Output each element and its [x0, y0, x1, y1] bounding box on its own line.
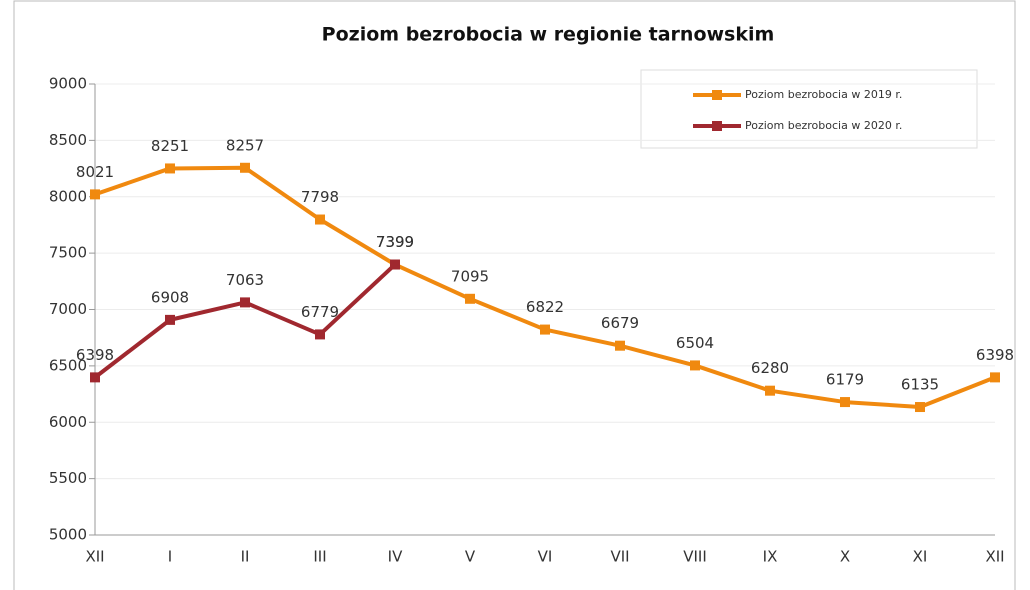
data-label: 6779	[301, 303, 339, 321]
data-label: 6908	[151, 288, 189, 306]
x-tick-label: XII	[85, 548, 104, 566]
point-marker	[840, 397, 850, 408]
chart-title: Poziom bezrobocia w regionie tarnowskim	[322, 24, 775, 46]
y-tick-label: 8500	[49, 131, 87, 149]
point-marker	[165, 314, 175, 325]
data-label: 6280	[751, 359, 789, 377]
y-tick-label: 9000	[49, 75, 87, 93]
legend-box	[640, 69, 978, 149]
x-tick-label: VII	[610, 548, 629, 566]
x-tick-label: XII	[985, 548, 1004, 566]
x-tick-label: I	[168, 548, 172, 566]
point-marker	[465, 293, 475, 304]
y-tick-label: 6000	[49, 413, 87, 431]
point-marker	[165, 163, 175, 174]
point-marker	[90, 372, 100, 383]
point-marker	[390, 259, 400, 270]
y-tick-label: 7000	[49, 300, 87, 318]
data-label: 7798	[301, 188, 339, 206]
point-marker	[240, 162, 250, 173]
data-label: 7063	[226, 271, 264, 289]
y-tick-label: 8000	[49, 187, 87, 205]
y-tick-label: 5000	[49, 526, 87, 544]
data-label: 7399	[376, 233, 414, 251]
data-label: 8251	[151, 137, 189, 155]
data-label: 6135	[901, 376, 939, 394]
legend-label: Poziom bezrobocia w 2019 r.	[745, 88, 902, 101]
point-marker	[765, 385, 775, 396]
point-marker	[90, 189, 100, 200]
data-label: 6822	[526, 298, 564, 316]
y-tick-label: 7500	[49, 244, 87, 262]
x-tick-label: VI	[538, 548, 553, 566]
point-marker	[690, 360, 700, 371]
data-label: 6398	[76, 346, 114, 364]
y-tick-label: 5500	[49, 469, 87, 487]
x-tick-label: IV	[388, 548, 403, 566]
data-label: 6504	[676, 334, 714, 352]
legend-label: Poziom bezrobocia w 2020 r.	[745, 119, 902, 132]
x-tick-label: XI	[913, 548, 928, 566]
point-marker	[240, 297, 250, 308]
x-tick-label: VIII	[683, 548, 707, 566]
point-marker	[615, 340, 625, 351]
data-label: 7095	[451, 267, 489, 285]
legend-marker	[712, 121, 722, 131]
x-tick-label: IX	[763, 548, 778, 566]
data-label: 7399	[376, 233, 414, 251]
data-label: 6179	[826, 371, 864, 389]
point-marker	[315, 214, 325, 225]
data-label: 6679	[601, 314, 639, 332]
x-tick-label: V	[465, 548, 476, 566]
y-tick-label: 6500	[49, 356, 87, 374]
x-tick-label: III	[313, 548, 326, 566]
point-marker	[990, 372, 1000, 383]
point-marker	[540, 324, 550, 335]
data-label: 6398	[976, 346, 1014, 364]
data-label: 8021	[76, 163, 114, 181]
point-marker	[915, 402, 925, 413]
x-tick-label: X	[840, 548, 850, 566]
data-label: 8257	[226, 136, 264, 154]
x-tick-label: II	[241, 548, 250, 566]
legend-marker	[712, 90, 722, 100]
point-marker	[315, 329, 325, 340]
